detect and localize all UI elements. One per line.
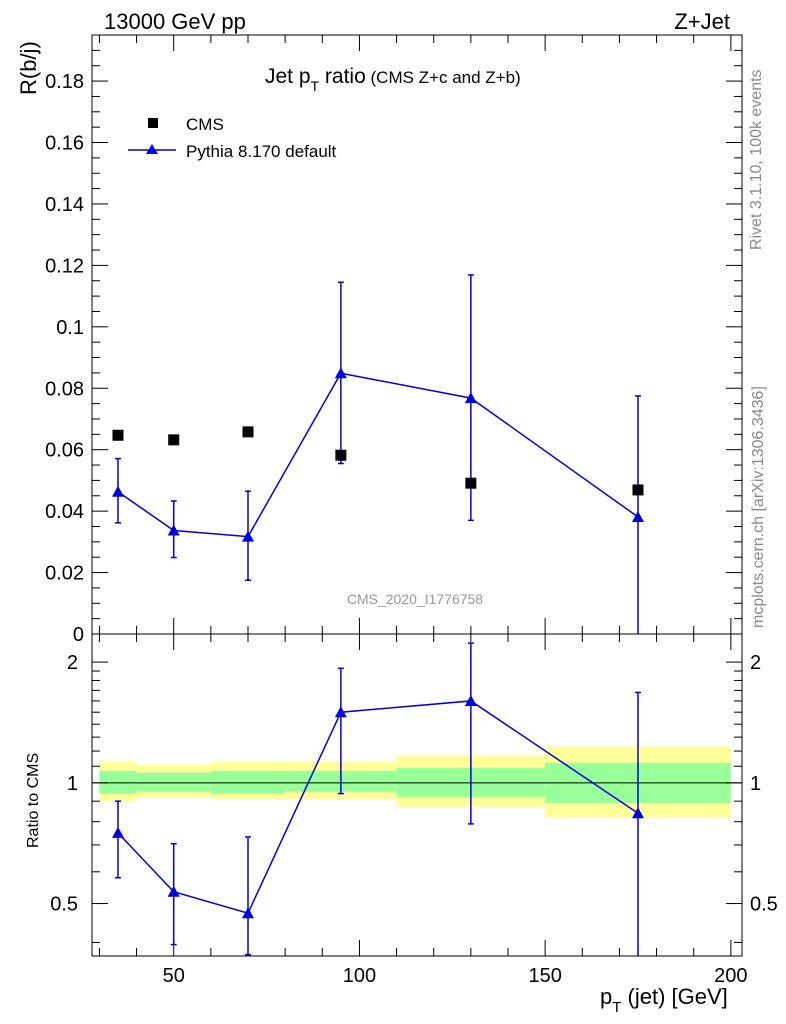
main-ytick-label: 0.08 <box>45 378 84 400</box>
ratio-xtick-label: 150 <box>528 965 561 987</box>
mc-series-line <box>117 372 639 538</box>
xlabel-p: p <box>600 984 612 1009</box>
cms-data-point <box>112 429 124 441</box>
xlabel-rest: (jet) [GeV] <box>621 984 727 1009</box>
main-ytick-label: 0.02 <box>45 563 84 585</box>
energy-label: 13000 GeV pp <box>104 9 246 34</box>
cms-data-point <box>465 477 477 489</box>
main-ytick-label: 0.18 <box>45 71 84 93</box>
legend-data-marker <box>148 118 158 128</box>
rivet-version-label: Rivet 3.1.10, 100k events <box>748 69 765 250</box>
mc-data-point <box>632 510 644 522</box>
ratio-ytick-label-right: 1 <box>750 773 761 795</box>
ratio-panel: 0.5 0.5 1 1 2 2 50 100 150 200 <box>50 634 778 987</box>
x-axis-label: pT (jet) [GeV] <box>600 984 728 1016</box>
main-ytick-label: 0.12 <box>45 255 84 277</box>
title-rest: ratio <box>319 65 366 88</box>
main-ylabel: R(b/j) <box>16 41 41 95</box>
legend-mc-marker <box>146 144 158 154</box>
ratio-ytick-label-right: 2 <box>750 652 761 674</box>
ratio-mc-line <box>117 700 639 915</box>
ratio-data-point <box>242 907 254 919</box>
mcplots-label: mcplots.cern.ch [arXiv:1306.3436] <box>750 386 767 628</box>
ratio-data-point <box>167 885 180 897</box>
uncertainty-band-inner <box>99 771 137 794</box>
mc-data-point <box>167 524 180 536</box>
mc-data-point <box>334 367 347 379</box>
main-ytick-label: 0.1 <box>56 317 84 339</box>
mc-data-point <box>242 530 254 542</box>
ratio-data-point <box>112 826 124 838</box>
main-ytick-label: 0.04 <box>45 501 84 523</box>
ratio-ytick-label: 2 <box>67 652 78 674</box>
ratio-data-point <box>334 706 347 718</box>
main-ytick-label: 0 <box>73 624 84 646</box>
analysis-id: CMS_2020_I1776758 <box>347 591 483 607</box>
mc-data-point <box>112 485 124 497</box>
ratio-data-point <box>464 694 477 706</box>
ratio-ylabel: Ratio to CMS <box>25 753 42 848</box>
uncertainty-band-inner <box>136 772 211 792</box>
main-ytick-label: 0.06 <box>45 440 84 462</box>
ratio-ytick-label-right: 0.5 <box>750 894 778 916</box>
title-small: (CMS Z+c and Z+b) <box>366 68 521 87</box>
legend-data-label: CMS <box>186 115 224 134</box>
process-label: Z+Jet <box>674 9 730 34</box>
cms-data-point <box>242 426 254 438</box>
ratio-xtick-label: 50 <box>163 965 185 987</box>
ratio-data-point <box>632 807 644 819</box>
mc-data-point <box>464 392 477 404</box>
ratio-ytick-label: 0.5 <box>50 894 78 916</box>
main-ytick-label: 0.16 <box>45 133 84 155</box>
title-main: Jet p <box>265 65 311 88</box>
legend-mc-label: Pythia 8.170 default <box>186 142 337 161</box>
uncertainty-band-inner <box>210 771 286 794</box>
xlabel-sub: T <box>612 999 621 1016</box>
ratio-ytick-label: 1 <box>67 773 78 795</box>
cms-data-point <box>168 434 180 446</box>
main-panel: 0 0.02 0.04 0.06 0.08 0.1 0.12 0.14 0.16 0.18 <box>45 35 742 646</box>
main-ytick-label: 0.14 <box>45 194 84 216</box>
title-subscript: T <box>311 78 320 94</box>
ratio-frame <box>91 633 743 957</box>
ratio-xtick-label: 200 <box>714 965 747 987</box>
cms-data-point <box>632 484 644 496</box>
ratio-xtick-label: 100 <box>343 965 376 987</box>
plot-title: Jet pT ratio (CMS Z+c and Z+b) <box>265 65 521 94</box>
cms-data-point <box>335 449 347 461</box>
